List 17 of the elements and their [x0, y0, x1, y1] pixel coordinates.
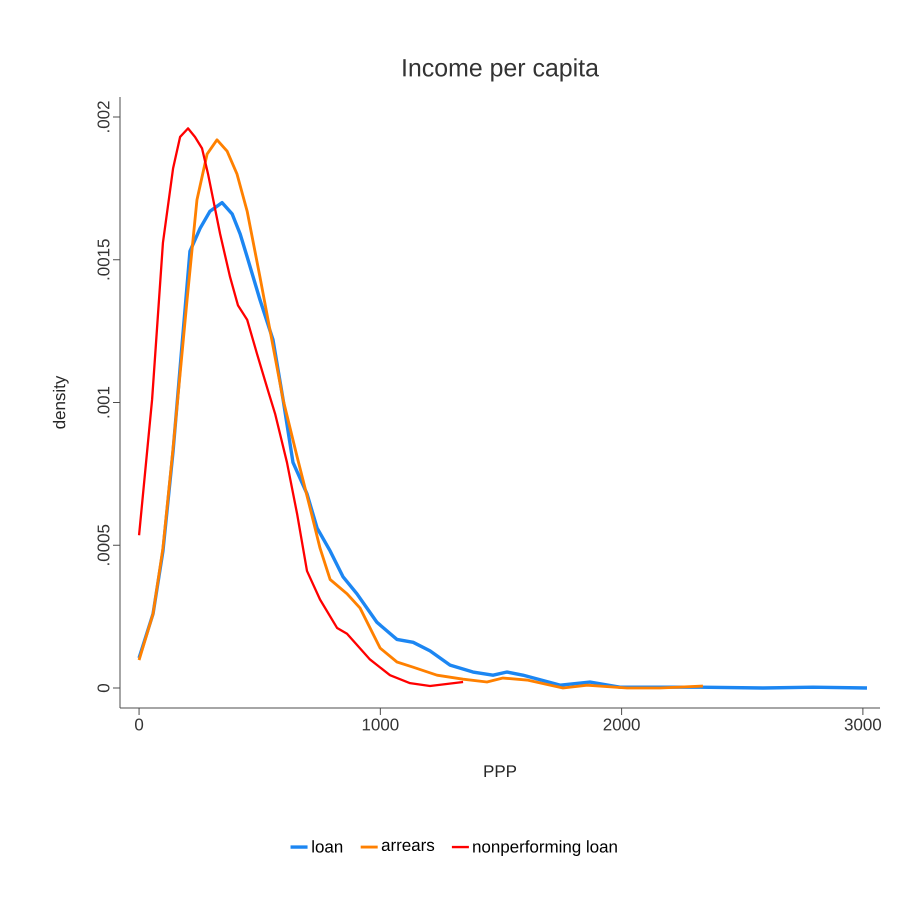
y-tick-label: .001 — [97, 386, 110, 418]
legend-label: arrears — [382, 842, 434, 852]
x-tick-label: 2000 — [604, 718, 640, 731]
y-tick-label: .0005 — [97, 524, 110, 565]
legend-label: loan — [312, 840, 342, 853]
x-tick-label: 3000 — [844, 718, 882, 731]
legend-label: nonperforming loan — [473, 840, 617, 856]
y-axis-title: density — [52, 376, 69, 429]
x-tick-label: 1000 — [362, 718, 399, 731]
y-tick-label: .002 — [97, 101, 110, 132]
chart-title: Income per capita — [403, 58, 599, 82]
y-tick-label: .0015 — [97, 239, 110, 280]
line-series — [138, 138, 704, 690]
line-series — [138, 127, 464, 688]
x-axis-title: PPP — [484, 765, 516, 778]
y-tick-label: 0 — [97, 684, 110, 692]
x-tick-label: 0 — [135, 718, 144, 731]
